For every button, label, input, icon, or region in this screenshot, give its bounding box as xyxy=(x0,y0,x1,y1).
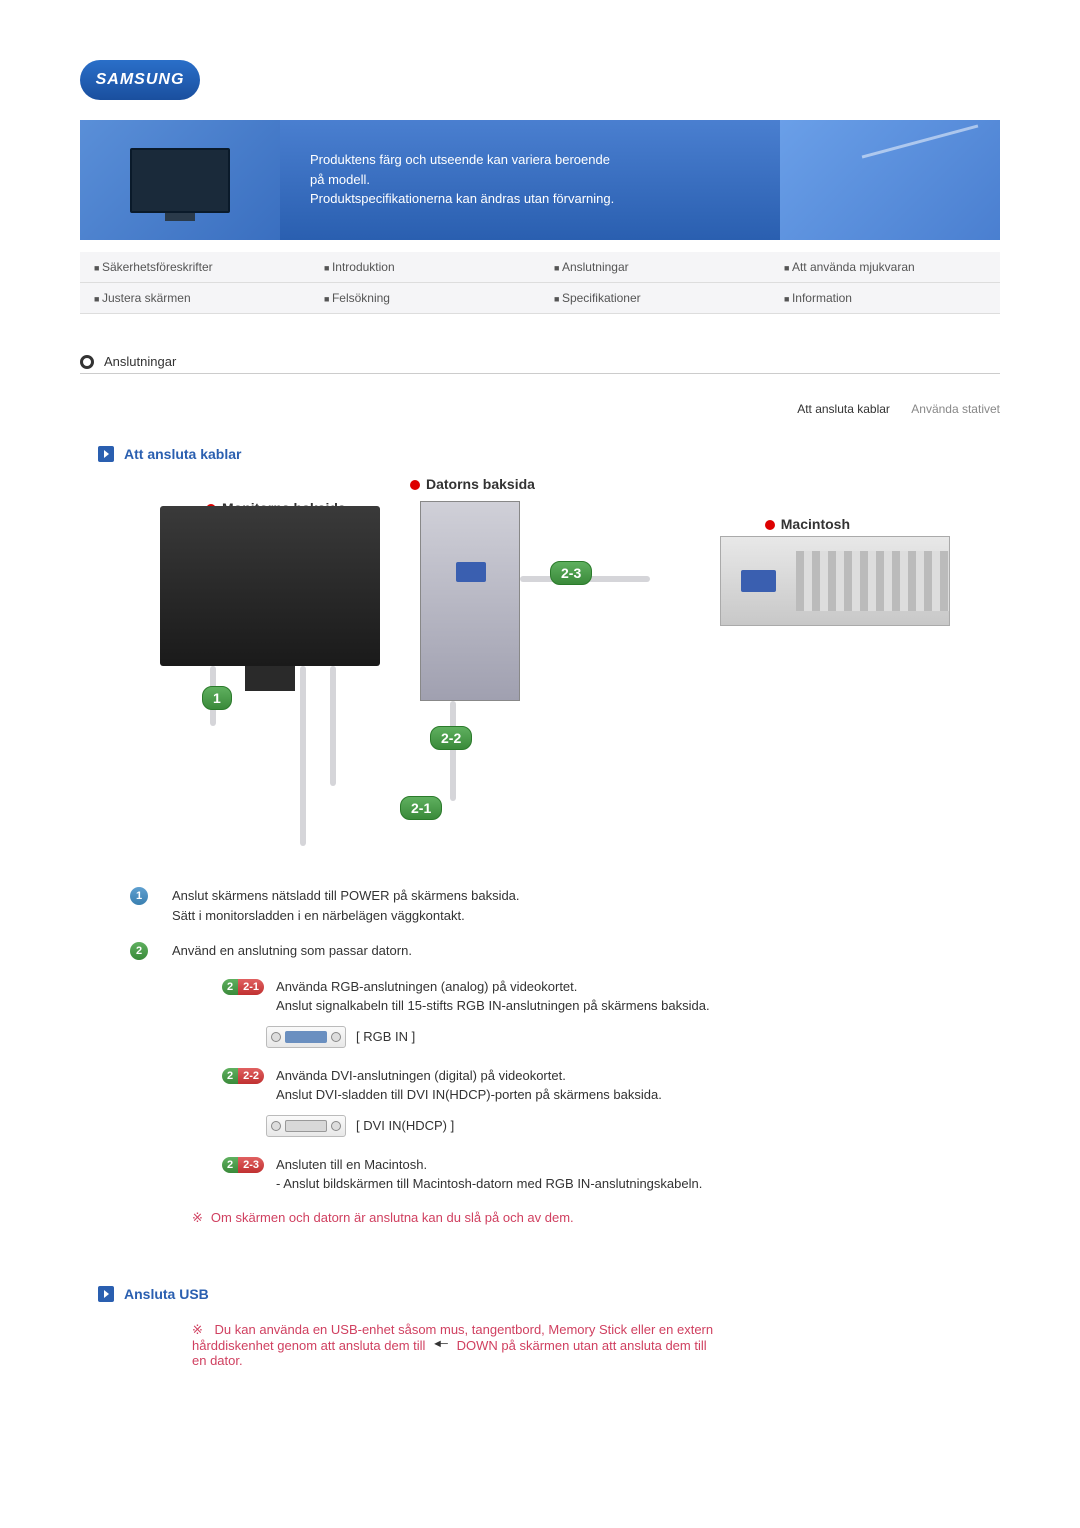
sub-step-2-1: 22-1 Använda RGB-anslutningen (analog) p… xyxy=(222,977,950,1016)
connection-diagram: Datorns baksida Monitorns baksida Macint… xyxy=(130,476,950,856)
instruction-list: 1 Anslut skärmens nätsladd till POWER på… xyxy=(80,886,1000,1226)
sub-text-2-2: Använda DVI-anslutningen (digital) på vi… xyxy=(276,1066,662,1105)
banner-line: Produktspecifikationerna kan ändras utan… xyxy=(310,189,750,209)
brand-logo: SAMSUNG xyxy=(80,60,200,100)
nav-specs[interactable]: Specifikationer xyxy=(540,283,770,313)
cable-line xyxy=(300,666,306,846)
usb-note-text: Du kan använda en USB-enhet såsom mus, t… xyxy=(192,1322,713,1368)
arrow-icon xyxy=(98,446,114,462)
sub-badge-2-2: 22-2 xyxy=(222,1068,264,1084)
note-mark-icon: ※ xyxy=(192,1210,203,1225)
monitor-icon xyxy=(130,148,230,213)
section-header: Anslutningar xyxy=(80,354,1000,374)
sub-tabs: Att ansluta kablar Använda stativet xyxy=(80,402,1000,416)
content-heading: Att ansluta kablar xyxy=(80,446,1000,462)
content-title-usb: Ansluta USB xyxy=(124,1286,209,1302)
monitor-stand-image xyxy=(245,666,295,691)
badge-2-2: 2-2 xyxy=(430,726,472,750)
macintosh-image xyxy=(720,536,950,626)
step-1-badge: 1 xyxy=(130,887,148,905)
note-power: ※ Om skärmen och datorn är anslutna kan d… xyxy=(192,1210,950,1226)
usb-note: ※ Du kan använda en USB-enhet såsom mus,… xyxy=(192,1322,950,1368)
label-macintosh: Macintosh xyxy=(765,516,850,532)
sub-step-2-3: 22-3 Ansluten till en Macintosh. - Anslu… xyxy=(222,1155,950,1194)
cable-line xyxy=(330,666,336,786)
red-dot-icon xyxy=(410,480,420,490)
tab-connect-cables[interactable]: Att ansluta kablar xyxy=(797,402,890,416)
nav-adjust[interactable]: Justera skärmen xyxy=(80,283,310,313)
note-mark-icon: ※ xyxy=(192,1322,203,1337)
usb-down-icon xyxy=(432,1341,450,1351)
logo-text: SAMSUNG xyxy=(96,71,185,89)
badge-2-3: 2-3 xyxy=(550,561,592,585)
monitor-rear-image xyxy=(160,506,380,666)
nav-row-2: Justera skärmen Felsökning Specifikation… xyxy=(80,283,1000,314)
dvi-port-icon xyxy=(266,1115,346,1137)
arrow-icon xyxy=(98,1286,114,1302)
content-title: Att ansluta kablar xyxy=(124,446,241,462)
sub-step-2-2: 22-2 Använda DVI-anslutningen (digital) … xyxy=(222,1066,950,1105)
nav-row-1: Säkerhetsföreskrifter Introduktion Anslu… xyxy=(80,252,1000,283)
step-1: 1 Anslut skärmens nätsladd till POWER på… xyxy=(130,886,950,925)
nav-info[interactable]: Information xyxy=(770,283,1000,313)
hero-banner: Produktens färg och utseende kan variera… xyxy=(80,120,1000,240)
tab-using-stand[interactable]: Använda stativet xyxy=(911,402,1000,416)
rgb-port-icon xyxy=(266,1026,346,1048)
step-2-text: Använd en anslutning som passar datorn. xyxy=(172,941,412,961)
nav-connections[interactable]: Anslutningar xyxy=(540,252,770,282)
sub-badge-2-3: 22-3 xyxy=(222,1157,264,1173)
pc-tower-image xyxy=(420,501,520,701)
sub-steps: 22-1 Använda RGB-anslutningen (analog) p… xyxy=(222,977,950,1194)
note-text: Om skärmen och datorn är anslutna kan du… xyxy=(211,1210,574,1225)
rgb-port-label: [ RGB IN ] xyxy=(356,1029,415,1044)
banner-line: på modell. xyxy=(310,170,750,190)
rgb-in-port: [ RGB IN ] xyxy=(266,1026,950,1048)
section-bullet-icon xyxy=(80,355,94,369)
content-heading-usb: Ansluta USB xyxy=(80,1286,1000,1302)
section-title: Anslutningar xyxy=(104,354,176,369)
mac-vga-port-icon xyxy=(741,570,776,592)
nav-introduction[interactable]: Introduktion xyxy=(310,252,540,282)
usb-text-block: ※ Du kan använda en USB-enhet såsom mus,… xyxy=(80,1322,1000,1368)
sub-text-2-3: Ansluten till en Macintosh. - Anslut bil… xyxy=(276,1155,702,1194)
banner-line: Produktens färg och utseende kan variera… xyxy=(310,150,750,170)
mac-grille-icon xyxy=(796,551,949,611)
cable-line xyxy=(450,701,456,801)
badge-2-1: 2-1 xyxy=(400,796,442,820)
banner-text: Produktens färg och utseende kan variera… xyxy=(280,120,780,240)
red-dot-icon xyxy=(765,520,775,530)
banner-decoration xyxy=(780,120,1000,240)
step-1-text: Anslut skärmens nätsladd till POWER på s… xyxy=(172,886,520,925)
sub-text-2-1: Använda RGB-anslutningen (analog) på vid… xyxy=(276,977,710,1016)
step-2: 2 Använd en anslutning som passar datorn… xyxy=(130,941,950,961)
pc-vga-port-icon xyxy=(456,562,486,582)
dvi-in-port: [ DVI IN(HDCP) ] xyxy=(266,1115,950,1137)
badge-1: 1 xyxy=(202,686,232,710)
nav-safety[interactable]: Säkerhetsföreskrifter xyxy=(80,252,310,282)
sub-badge-2-1: 22-1 xyxy=(222,979,264,995)
nav-troubleshoot[interactable]: Felsökning xyxy=(310,283,540,313)
label-pc-rear: Datorns baksida xyxy=(410,476,535,492)
step-2-badge: 2 xyxy=(130,942,148,960)
dvi-port-label: [ DVI IN(HDCP) ] xyxy=(356,1118,454,1133)
nav-software[interactable]: Att använda mjukvaran xyxy=(770,252,1000,282)
banner-monitor-image xyxy=(80,120,280,240)
